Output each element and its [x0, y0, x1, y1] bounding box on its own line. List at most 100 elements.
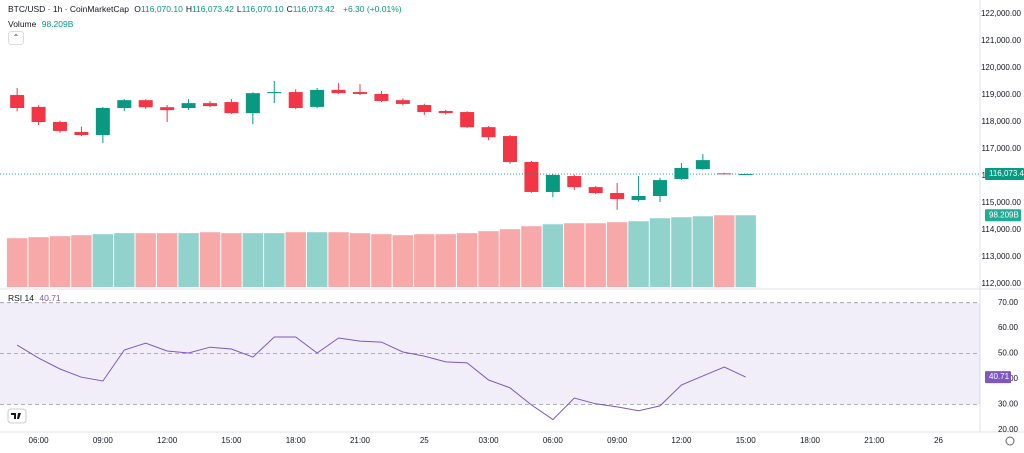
volume-bar: [714, 215, 735, 287]
candle-body: [374, 93, 389, 101]
rsi-tick-label: 30.00: [998, 399, 1019, 408]
last-price-label: 116,073.42: [989, 169, 1024, 178]
candle-body: [545, 174, 560, 192]
candle-body: [610, 193, 625, 199]
rsi-tick-label: 60.00: [998, 323, 1019, 332]
volume-bar: [521, 226, 542, 287]
volume-bar: [221, 233, 242, 287]
rsi-value: 40.71: [39, 293, 61, 303]
volume-bar: [135, 233, 156, 287]
candle-body: [331, 89, 346, 94]
volume-bar: [499, 229, 521, 287]
y-tick-label: 120,000.00: [981, 63, 1022, 72]
last-price-tag: [985, 168, 1024, 181]
volume-bar: [6, 238, 28, 287]
candle-body: [224, 102, 239, 114]
rsi-legend: RSI 14 40.71: [8, 293, 64, 303]
candle-body: [117, 100, 132, 108]
candle-body: [353, 92, 367, 94]
volume-bar: [199, 232, 221, 287]
candle-body: [74, 132, 89, 135]
candle-body: [53, 122, 67, 131]
x-tick-label: 15:00: [736, 436, 757, 445]
volume-bar: [114, 233, 135, 287]
candle-body: [288, 92, 303, 108]
candle-body: [245, 93, 260, 114]
candle-body: [438, 110, 453, 114]
candle-body: [95, 107, 110, 135]
candle-body: [481, 127, 496, 138]
rsi-tag: [985, 371, 1011, 384]
candle-body: [738, 174, 753, 176]
candle-body: [717, 173, 732, 175]
volume-value: 98.209B: [41, 19, 74, 29]
rsi-tick-label: 20.00: [998, 425, 1019, 434]
volume-bar: [456, 233, 478, 287]
candle-body: [203, 103, 217, 107]
y-tick-label: 119,000.00: [982, 90, 1022, 99]
volume-tag-label: 98.209B: [989, 210, 1019, 219]
x-tick-label: 06:00: [543, 436, 564, 445]
volume-bar: [264, 233, 285, 287]
ohlc-key: C: [286, 4, 293, 14]
volume-bar: [371, 234, 392, 287]
volume-bar: [28, 237, 49, 287]
candle-body: [31, 106, 46, 123]
x-tick-label: 06:00: [29, 436, 50, 445]
candle-body: [460, 112, 475, 128]
x-tick-label: 12:00: [157, 436, 178, 445]
settings-icon[interactable]: [1005, 436, 1015, 446]
collapse-button[interactable]: ⌃: [8, 31, 24, 45]
candle-body: [567, 176, 582, 188]
volume-bar: [285, 232, 306, 287]
volume-bar: [649, 218, 671, 287]
volume-bar: [692, 216, 714, 287]
volume-bar: [178, 233, 199, 287]
y-tick-label: 112,000.00: [982, 279, 1022, 288]
rsi-tag-label: 40.71: [989, 372, 1010, 381]
rsi-tick-label: 70.00: [998, 298, 1019, 307]
volume-bar: [414, 234, 435, 287]
ohlc-value: 116,073.42: [191, 4, 234, 14]
symbol-legend: BTC/USD · 1h · CoinMarketCap O116,070.10…: [8, 4, 405, 14]
candle-body: [674, 167, 689, 180]
y-tick-label: 122,000.00: [981, 9, 1022, 18]
y-tick-label: 113,000.00: [982, 252, 1022, 261]
x-tick-label: 15:00: [221, 436, 242, 445]
volume-legend: Volume 98.209B: [8, 19, 76, 29]
volume-bar: [242, 233, 264, 287]
x-tick-label: 09:00: [607, 436, 628, 445]
candle-body: [631, 196, 646, 201]
volume-bar: [606, 222, 628, 287]
candle-body: [524, 161, 539, 192]
x-tick-label: 26: [934, 436, 943, 445]
ohlc-key: L: [236, 4, 242, 14]
volume-bar: [349, 233, 371, 287]
candle-body: [503, 136, 517, 162]
ohlc-value: 116,070.10: [241, 4, 284, 14]
volume-bar: [92, 234, 114, 287]
change: +6.30 (+0.01%): [343, 4, 402, 14]
candle-body: [267, 92, 282, 94]
candle-body: [181, 103, 196, 108]
x-tick-label: 09:00: [93, 436, 114, 445]
x-tick-label: 25: [420, 436, 429, 445]
tv-logo-mark: [11, 413, 21, 419]
ohlc-key: O: [134, 4, 141, 14]
candle-body: [10, 95, 25, 108]
volume-bar: [542, 224, 564, 287]
symbol-title: BTC/USD · 1h · CoinMarketCap: [8, 4, 129, 14]
volume-bar: [306, 232, 328, 287]
candle-body: [588, 187, 603, 194]
volume-bar: [49, 236, 71, 287]
rsi-tick-label: 50.00: [998, 349, 1019, 358]
ohlc-value: 116,073.42: [292, 4, 335, 14]
x-tick-label: 21:00: [864, 436, 885, 445]
volume-bar: [392, 235, 414, 287]
volume-bar: [735, 215, 756, 287]
volume-bar: [628, 221, 649, 287]
ohlc-value: 116,070.10: [140, 4, 183, 14]
candle-body: [160, 107, 175, 111]
